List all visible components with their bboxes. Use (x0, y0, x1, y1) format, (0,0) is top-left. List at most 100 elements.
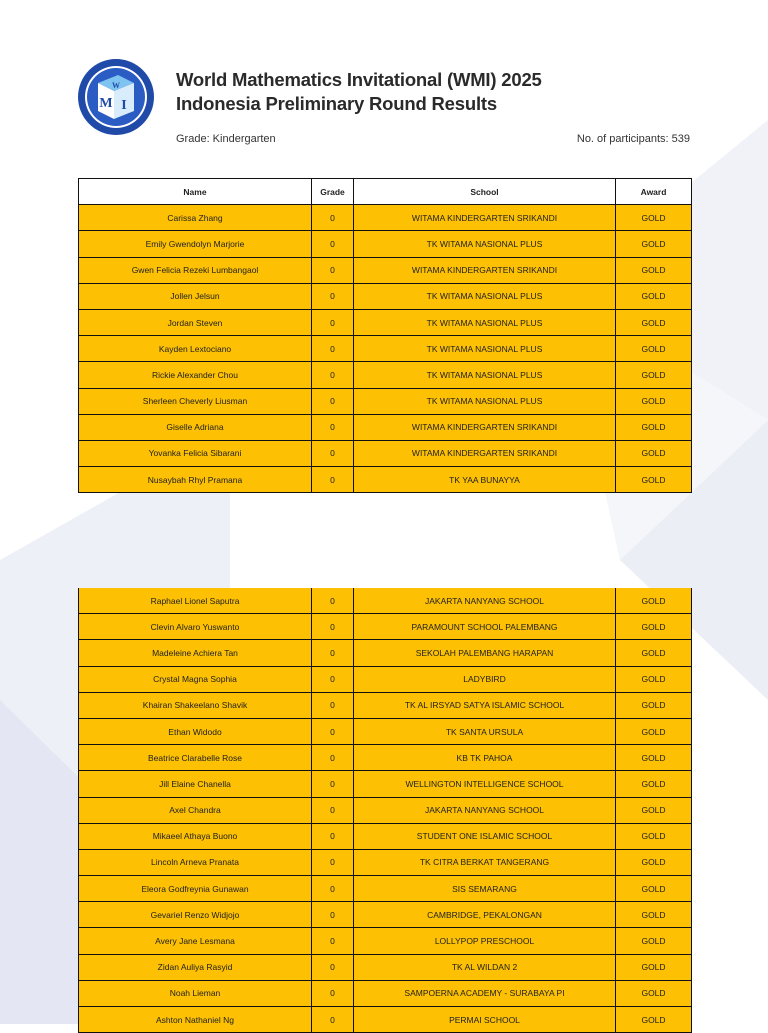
cell-grade: 0 (311, 466, 354, 494)
cell-award: GOLD (615, 953, 692, 981)
cell-grade: 0 (311, 282, 354, 310)
cell-award: GOLD (615, 901, 692, 929)
table-row: Avery Jane Lesmana 0 LOLLYPOP PRESCHOOL GOL… (78, 927, 692, 955)
cell-award: GOLD (615, 1005, 692, 1033)
cell-grade: 0 (311, 691, 354, 719)
table-row: Nusaybah Rhyl Pramana 0 TK YAA BUNAYYA GOLD (78, 466, 692, 494)
table-row: Sherleen Cheverly Liusman 0 TK WITAMA NASI… (78, 387, 692, 415)
cell-grade: 0 (311, 387, 354, 415)
cell-grade: 0 (311, 1005, 354, 1033)
cell-school: WITAMA KINDERGARTEN SRIKANDI (353, 413, 616, 441)
cell-grade: 0 (311, 613, 354, 641)
cell-grade: 0 (311, 308, 354, 337)
cell-name: Raphael Lionel Saputra (78, 588, 312, 615)
column-header-school: School (353, 177, 616, 206)
cell-grade: 0 (311, 901, 354, 929)
cell-school: TK WITAMA NASIONAL PLUS (353, 282, 616, 310)
cell-school: TK CITRA BERKAT TANGERANG (353, 848, 616, 877)
column-header-award: Award (615, 177, 692, 206)
cell-name: Noah Lieman (78, 979, 312, 1008)
cell-school: SEKOLAH PALEMBANG HARAPAN (353, 639, 616, 667)
cell-award: GOLD (615, 204, 692, 232)
table-row: Beatrice Clarabelle Rose 0 KB TK PAHOA GOLD (78, 744, 692, 772)
cell-school: WITAMA KINDERGARTEN SRIKANDI (353, 204, 616, 232)
cell-name: Zidan Auliya Rasyid (78, 953, 312, 981)
table-row: Yovanka Felicia Sibarani 0 WITAMA KINDERGA… (78, 439, 692, 468)
cell-school: JAKARTA NANYANG SCHOOL (353, 796, 616, 824)
cell-grade: 0 (311, 204, 354, 232)
cell-grade: 0 (311, 413, 354, 441)
cell-name: Rickie Alexander Chou (78, 361, 312, 389)
table-row: Emily Gwendolyn Marjorie 0 TK WITAMA NASIO… (78, 230, 692, 258)
cell-school: SAMPOERNA ACADEMY - SURABAYA PI (353, 979, 616, 1008)
cell-award: GOLD (615, 613, 692, 641)
cell-award: GOLD (615, 717, 692, 746)
cell-name: Emily Gwendolyn Marjorie (78, 230, 312, 258)
cell-grade: 0 (311, 717, 354, 746)
table-row: Jill Elaine Chanella 0 WELLINGTON INTELLIG… (78, 770, 692, 798)
cell-grade: 0 (311, 770, 354, 798)
cell-award: GOLD (615, 796, 692, 824)
cell-award: GOLD (615, 875, 692, 903)
results-table-page-2: Raphael Lionel Saputra 0 JAKARTA NANYANG S… (78, 588, 692, 1033)
cell-grade: 0 (311, 588, 354, 615)
grade-label: Grade: Kindergarten (176, 133, 276, 145)
table-row: Rickie Alexander Chou 0 TK WITAMA NASIONAL… (78, 361, 692, 389)
table-row: Crystal Magna Sophia 0 LADYBIRD GOLD (78, 665, 692, 693)
cell-grade: 0 (311, 822, 354, 850)
table-row: Gevariel Renzo Widjojo 0 CAMBRIDGE, PEKALO… (78, 901, 692, 929)
cell-name: Ashton Nathaniel Ng (78, 1005, 312, 1033)
table-row: Giselle Adriana 0 WITAMA KINDERGARTEN SRIK… (78, 413, 692, 441)
cell-name: Ethan Widodo (78, 717, 312, 746)
cell-school: STUDENT ONE ISLAMIC SCHOOL (353, 822, 616, 850)
cell-school: TK SANTA URSULA (353, 717, 616, 746)
page-title: World Mathematics Invitational (WMI) 202… (176, 68, 542, 116)
cell-school: TK AL IRSYAD SATYA ISLAMIC SCHOOL (353, 691, 616, 719)
cell-school: TK YAA BUNAYYA (353, 466, 616, 494)
cell-grade: 0 (311, 230, 354, 258)
title-line-2: Indonesia Preliminary Round Results (176, 93, 497, 114)
cell-name: Mikaeel Athaya Buono (78, 822, 312, 850)
cell-school: WELLINGTON INTELLIGENCE SCHOOL (353, 770, 616, 798)
cell-school: WITAMA KINDERGARTEN SRIKANDI (353, 439, 616, 468)
cell-grade: 0 (311, 927, 354, 955)
table-row: Axel Chandra 0 JAKARTA NANYANG SCHOOL GOLD (78, 796, 692, 824)
cell-name: Khairan Shakeelano Shavik (78, 691, 312, 719)
cell-award: GOLD (615, 466, 692, 494)
cell-school: SIS SEMARANG (353, 875, 616, 903)
cell-name: Beatrice Clarabelle Rose (78, 744, 312, 772)
cell-award: GOLD (615, 639, 692, 667)
cell-name: Crystal Magna Sophia (78, 665, 312, 693)
cell-name: Giselle Adriana (78, 413, 312, 441)
cell-name: Axel Chandra (78, 796, 312, 824)
cell-name: Jollen Jelsun (78, 282, 312, 310)
table-row: Kayden Lextociano 0 TK WITAMA NASIONAL PLU… (78, 335, 692, 363)
table-row: Jollen Jelsun 0 TK WITAMA NASIONAL PLUS GOL… (78, 282, 692, 310)
cell-award: GOLD (615, 744, 692, 772)
column-header-grade: Grade (311, 177, 354, 206)
cell-school: WITAMA KINDERGARTEN SRIKANDI (353, 256, 616, 284)
cell-award: GOLD (615, 230, 692, 258)
cell-name: Jill Elaine Chanella (78, 770, 312, 798)
cell-award: GOLD (615, 822, 692, 850)
cell-school: CAMBRIDGE, PEKALONGAN (353, 901, 616, 929)
table-row: Gwen Felicia Rezeki Lumbangaol 0 WITAMA KI… (78, 256, 692, 284)
table-row: Zidan Auliya Rasyid 0 TK AL WILDAN 2 GOLD (78, 953, 692, 981)
svg-text:I: I (121, 98, 126, 113)
cell-award: GOLD (615, 256, 692, 284)
cell-school: TK WITAMA NASIONAL PLUS (353, 387, 616, 415)
cell-school: TK WITAMA NASIONAL PLUS (353, 361, 616, 389)
cell-award: GOLD (615, 927, 692, 955)
cell-name: Madeleine Achiera Tan (78, 639, 312, 667)
svg-text:W: W (112, 81, 120, 90)
cell-name: Nusaybah Rhyl Pramana (78, 466, 312, 494)
cell-name: Sherleen Cheverly Liusman (78, 387, 312, 415)
table-row: Carissa Zhang 0 WITAMA KINDERGARTEN SRIKAN… (78, 204, 692, 232)
cell-grade: 0 (311, 361, 354, 389)
cell-award: GOLD (615, 588, 692, 615)
table-row: Ashton Nathaniel Ng 0 PERMAI SCHOOL GOLD (78, 1005, 692, 1033)
table-row: Clevin Alvaro Yuswanto 0 PARAMOUNT SCHOOL … (78, 613, 692, 641)
cell-award: GOLD (615, 308, 692, 337)
cell-school: TK WITAMA NASIONAL PLUS (353, 335, 616, 363)
cell-name: Avery Jane Lesmana (78, 927, 312, 955)
